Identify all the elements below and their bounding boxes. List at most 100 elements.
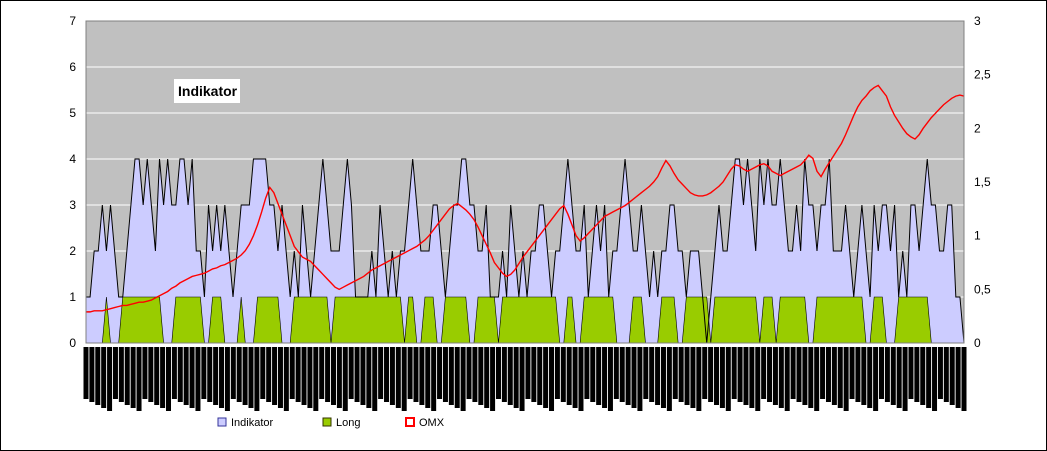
x-tick-label bbox=[531, 347, 537, 402]
x-tick-label bbox=[336, 347, 342, 408]
left-tick-label: 0 bbox=[69, 336, 76, 350]
x-tick-label bbox=[602, 347, 608, 408]
x-tick-label bbox=[254, 347, 260, 411]
right-tick-label: 0,5 bbox=[974, 282, 991, 296]
x-tick-label bbox=[855, 347, 861, 402]
x-tick-label bbox=[501, 347, 507, 402]
x-tick-label bbox=[230, 347, 236, 399]
chart-title-box bbox=[174, 79, 240, 103]
x-tick-label bbox=[83, 347, 89, 399]
x-tick-label bbox=[607, 347, 613, 411]
chart-title: Indikator bbox=[178, 83, 238, 99]
x-tick-label bbox=[590, 347, 596, 402]
x-tick-label bbox=[861, 347, 867, 405]
x-tick-label bbox=[837, 347, 843, 408]
x-tick-label bbox=[537, 347, 543, 405]
x-tick-label bbox=[831, 347, 837, 405]
x-tick-label bbox=[560, 347, 566, 402]
x-tick-label bbox=[183, 347, 189, 405]
x-tick-label bbox=[908, 347, 914, 399]
x-tick-label bbox=[543, 347, 549, 408]
x-tick-label bbox=[224, 347, 230, 411]
legend-label-long: Long bbox=[336, 417, 360, 429]
x-tick-label bbox=[171, 347, 177, 399]
x-tick-label bbox=[466, 347, 472, 399]
x-tick-label bbox=[460, 347, 466, 411]
x-tick-label bbox=[873, 347, 879, 411]
x-tick-label bbox=[802, 347, 808, 405]
x-tick-label bbox=[384, 347, 390, 402]
x-tick-label bbox=[767, 347, 773, 402]
right-tick-label: 2 bbox=[974, 121, 981, 135]
x-tick-label bbox=[896, 347, 902, 408]
x-tick-label bbox=[289, 347, 295, 399]
right-tick-label: 1 bbox=[974, 229, 981, 243]
x-tick-label bbox=[272, 347, 278, 405]
x-tick-label bbox=[490, 347, 496, 411]
x-tick-label bbox=[879, 347, 885, 399]
x-tick-label bbox=[142, 347, 148, 399]
x-tick-label bbox=[437, 347, 443, 399]
x-tick-label bbox=[213, 347, 219, 405]
x-tick-label bbox=[407, 347, 413, 399]
indikator-line bbox=[86, 158, 965, 344]
x-tick-label bbox=[920, 347, 926, 405]
x-tick-label bbox=[124, 347, 130, 405]
x-tick-label bbox=[549, 347, 555, 411]
x-tick-label bbox=[283, 347, 289, 411]
x-tick-label bbox=[672, 347, 678, 399]
x-tick-label bbox=[507, 347, 513, 405]
right-tick-label: 0 bbox=[974, 336, 981, 350]
x-tick-label bbox=[378, 347, 384, 399]
x-tick-label bbox=[961, 347, 967, 411]
x-tick-label bbox=[277, 347, 283, 408]
right-tick-label: 3 bbox=[974, 14, 981, 28]
x-tick-label bbox=[177, 347, 183, 402]
x-tick-label bbox=[849, 347, 855, 399]
left-tick-label: 4 bbox=[69, 152, 76, 166]
x-tick-label bbox=[260, 347, 266, 399]
x-tick-label bbox=[637, 347, 643, 411]
x-tick-label bbox=[330, 347, 336, 405]
x-tick-label bbox=[619, 347, 625, 402]
left-tick-label: 3 bbox=[69, 198, 76, 212]
gridlines bbox=[86, 66, 964, 298]
x-tick-label bbox=[160, 347, 166, 408]
right-tick-label: 2,5 bbox=[974, 68, 991, 82]
x-tick-label bbox=[495, 347, 501, 399]
x-tick-label bbox=[678, 347, 684, 402]
x-tick-label bbox=[442, 347, 448, 402]
x-tick-label bbox=[295, 347, 301, 402]
x-tick-label bbox=[943, 347, 949, 402]
x-tick-label bbox=[95, 347, 101, 405]
x-axis-labels bbox=[83, 347, 967, 411]
x-tick-label bbox=[148, 347, 154, 402]
x-tick-label bbox=[201, 347, 207, 399]
legend-label-indikator: Indikator bbox=[231, 417, 274, 429]
x-tick-label bbox=[207, 347, 213, 402]
x-tick-label bbox=[454, 347, 460, 408]
x-tick-label bbox=[165, 347, 171, 411]
x-tick-label bbox=[419, 347, 425, 405]
x-tick-label bbox=[325, 347, 331, 402]
left-y-axis: 0 1 2 3 4 5 6 7 bbox=[69, 14, 76, 350]
x-tick-label bbox=[136, 347, 142, 411]
x-tick-label bbox=[914, 347, 920, 402]
omx-line bbox=[86, 84, 965, 313]
x-tick-label bbox=[890, 347, 896, 405]
x-tick-label bbox=[955, 347, 961, 408]
x-tick-label bbox=[554, 347, 560, 399]
x-tick-label bbox=[313, 347, 319, 411]
x-tick-label bbox=[725, 347, 731, 411]
x-tick-label bbox=[513, 347, 519, 408]
x-tick-label bbox=[354, 347, 360, 402]
x-tick-label bbox=[266, 347, 272, 402]
x-tick-label bbox=[478, 347, 484, 405]
x-tick-label bbox=[89, 347, 95, 402]
legend-swatch-indikator bbox=[217, 417, 227, 427]
left-tick-label: 5 bbox=[69, 106, 76, 120]
x-tick-label bbox=[342, 347, 348, 411]
legend-swatch-long bbox=[322, 417, 332, 427]
x-tick-label bbox=[154, 347, 160, 405]
x-tick-label bbox=[655, 347, 661, 405]
